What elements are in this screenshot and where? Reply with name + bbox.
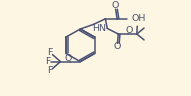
Text: F: F <box>47 66 53 75</box>
Text: F: F <box>47 48 53 57</box>
Text: HN: HN <box>92 24 106 33</box>
Text: O: O <box>65 54 72 63</box>
Text: OH: OH <box>132 14 146 23</box>
Text: O: O <box>125 26 133 35</box>
Text: O: O <box>112 1 119 10</box>
Text: O: O <box>114 42 121 51</box>
Text: F: F <box>45 57 50 66</box>
